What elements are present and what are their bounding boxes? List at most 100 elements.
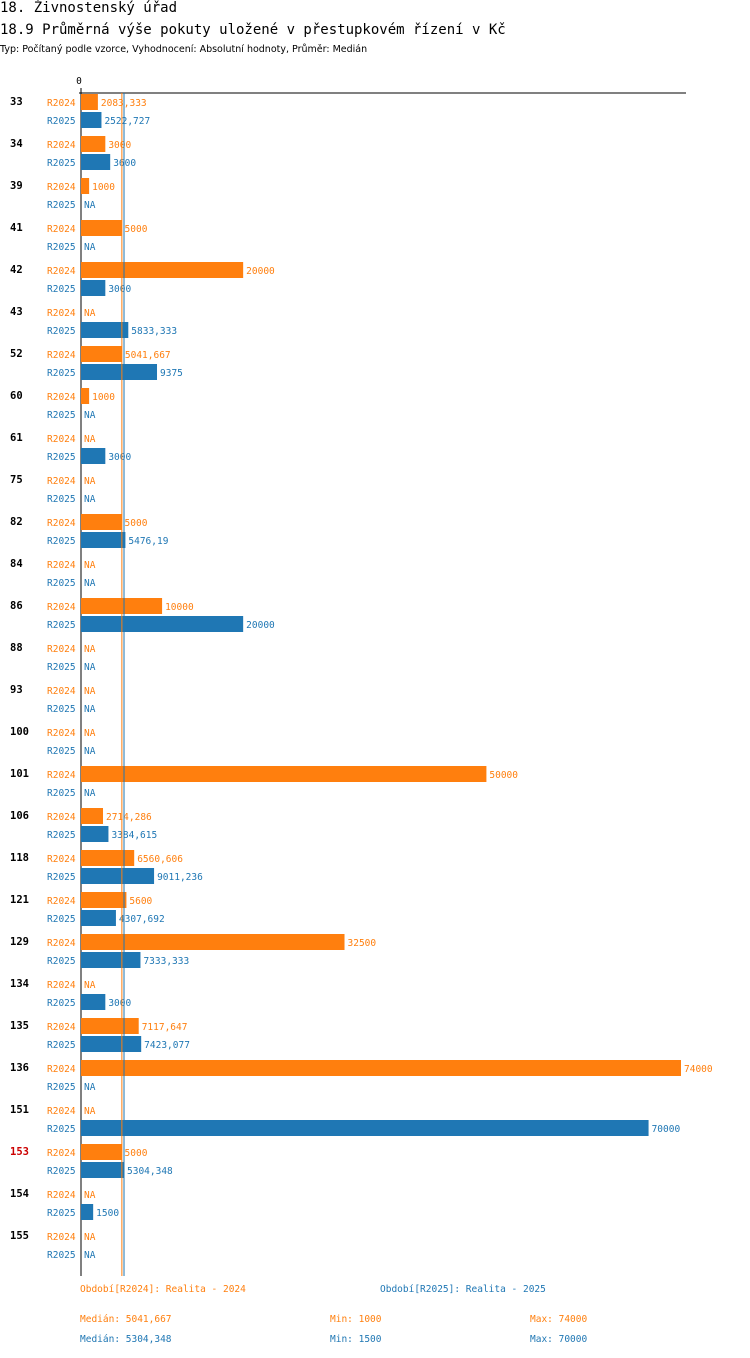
value-label: 1000: [92, 392, 115, 403]
value-label: NA: [84, 494, 96, 505]
stat-r2025-max: Max: 70000: [530, 1334, 588, 1345]
value-label: NA: [84, 746, 96, 757]
series-label-r2024: R2024: [47, 434, 76, 445]
value-label: NA: [84, 980, 96, 991]
series-label-r2025: R2025: [47, 998, 76, 1009]
series-label-r2024: R2024: [47, 350, 76, 361]
stat-r2024-min: Min: 1000: [330, 1314, 382, 1325]
series-label-r2025: R2025: [47, 830, 76, 841]
value-label: 9011,236: [157, 872, 203, 883]
bar-r2024: [81, 136, 106, 152]
series-label-r2024: R2024: [47, 896, 76, 907]
value-label: 10000: [165, 602, 194, 613]
category-label: 154: [10, 1188, 29, 1200]
value-label: 6560,606: [137, 854, 183, 865]
category-label: 151: [10, 1104, 29, 1116]
value-label: 3000: [108, 140, 131, 151]
value-label: 5041,667: [125, 350, 171, 361]
category-label: 134: [10, 978, 29, 990]
series-label-r2024: R2024: [47, 98, 76, 109]
bar-r2024: [81, 1144, 122, 1160]
series-label-r2024: R2024: [47, 182, 76, 193]
value-label: 5476,19: [128, 536, 168, 547]
series-label-r2025: R2025: [47, 536, 76, 547]
value-label: 74000: [684, 1064, 713, 1075]
category-label: 135: [10, 1020, 29, 1032]
series-label-r2025: R2025: [47, 410, 76, 421]
category-label: 41: [10, 222, 23, 234]
series-label-r2024: R2024: [47, 1022, 76, 1033]
value-label: 50000: [489, 770, 518, 781]
value-label: 9375: [160, 368, 183, 379]
bar-r2025: [81, 154, 111, 170]
category-label: 101: [10, 768, 29, 780]
value-label: 5833,333: [131, 326, 177, 337]
value-label: NA: [84, 662, 96, 673]
category-label: 121: [10, 894, 29, 906]
value-label: NA: [84, 560, 96, 571]
bar-r2024: [81, 388, 90, 404]
series-label-r2024: R2024: [47, 518, 76, 529]
bar-r2024: [81, 766, 487, 782]
series-label-r2024: R2024: [47, 1232, 76, 1243]
series-label-r2024: R2024: [47, 728, 76, 739]
bar-r2024: [81, 220, 122, 236]
series-label-r2024: R2024: [47, 560, 76, 571]
series-label-r2024: R2024: [47, 938, 76, 949]
series-label-r2025: R2025: [47, 1166, 76, 1177]
value-label: 3000: [108, 284, 131, 295]
value-label: NA: [84, 1106, 96, 1117]
series-label-r2025: R2025: [47, 368, 76, 379]
value-label: NA: [84, 410, 96, 421]
bar-r2024: [81, 346, 122, 362]
series-label-r2024: R2024: [47, 1064, 76, 1075]
series-label-r2025: R2025: [47, 242, 76, 253]
series-label-r2024: R2024: [47, 980, 76, 991]
value-label: 3000: [108, 452, 131, 463]
category-label: 100: [10, 726, 29, 738]
series-label-r2024: R2024: [47, 224, 76, 235]
stat-r2024-median: Medián: 5041,667: [80, 1314, 172, 1325]
series-label-r2025: R2025: [47, 1082, 76, 1093]
value-label: 2522,727: [104, 116, 150, 127]
bar-r2024: [81, 892, 127, 908]
value-label: NA: [84, 1232, 96, 1243]
bar-r2025: [81, 910, 116, 926]
category-label: 75: [10, 474, 23, 486]
value-label: 7333,333: [143, 956, 189, 967]
category-label: 136: [10, 1062, 29, 1074]
bar-chart: 033R20242083,333R20252522,72734R20243000…: [10, 76, 713, 1276]
value-label: NA: [84, 788, 96, 799]
value-label: 7423,077: [144, 1040, 190, 1051]
bar-r2025: [81, 448, 106, 464]
bar-r2025: [81, 952, 141, 968]
value-label: 3600: [113, 158, 136, 169]
bar-r2024: [81, 1018, 139, 1034]
series-label-r2025: R2025: [47, 158, 76, 169]
bar-r2025: [81, 112, 102, 128]
legend-r2024: Období[R2024]: Realita - 2024: [80, 1284, 246, 1295]
category-label: 155: [10, 1230, 29, 1242]
value-label: NA: [84, 476, 96, 487]
series-label-r2024: R2024: [47, 1148, 76, 1159]
value-label: 5000: [125, 518, 148, 529]
value-label: 7117,647: [142, 1022, 188, 1033]
series-label-r2024: R2024: [47, 686, 76, 697]
chart-subtitle: Typ: Počítaný podle vzorce, Vyhodnocení:…: [0, 44, 368, 55]
bar-r2025: [81, 868, 155, 884]
stat-r2024-max: Max: 74000: [530, 1314, 588, 1325]
bar-r2024: [81, 94, 98, 110]
series-label-r2025: R2025: [47, 1250, 76, 1261]
value-label: 5000: [125, 224, 148, 235]
chart-title: 18.9 Průměrná výše pokuty uložené v přes…: [0, 22, 506, 38]
category-label: 34: [10, 138, 23, 150]
series-label-r2025: R2025: [47, 662, 76, 673]
category-label: 84: [10, 558, 23, 570]
value-label: 5600: [129, 896, 152, 907]
series-label-r2024: R2024: [47, 476, 76, 487]
series-label-r2025: R2025: [47, 704, 76, 715]
bar-r2025: [81, 616, 244, 632]
bar-r2025: [81, 1036, 142, 1052]
value-label: NA: [84, 1250, 96, 1261]
series-label-r2025: R2025: [47, 200, 76, 211]
